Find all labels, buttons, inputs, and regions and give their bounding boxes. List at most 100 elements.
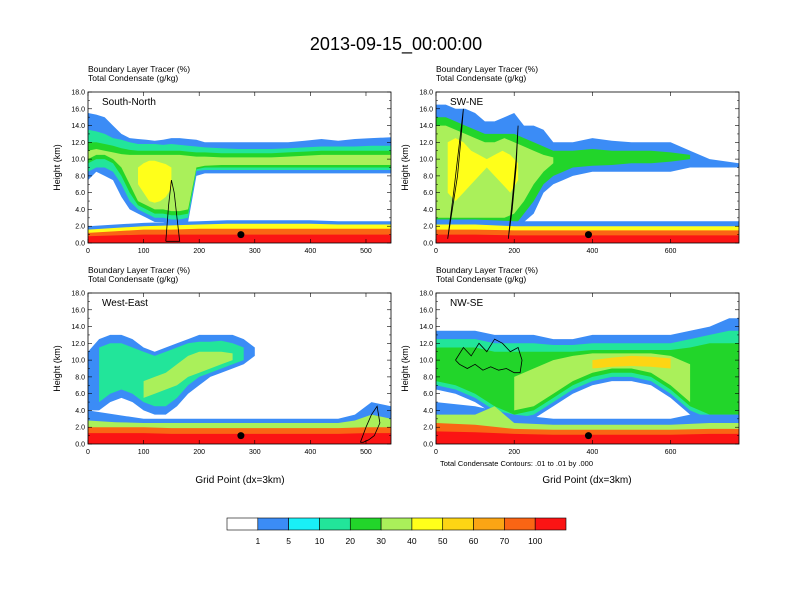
y-tick-label: 14.0: [419, 123, 433, 130]
colorbar-label: 60: [469, 536, 479, 546]
tracer-band-40: [447, 138, 519, 202]
colorbar-swatch: [473, 517, 505, 531]
colorbar-swatch: [257, 517, 289, 531]
colorbar-swatch: [534, 517, 567, 531]
y-tick-label: 16.0: [71, 106, 85, 113]
y-tick-label: 16.0: [419, 307, 433, 314]
colorbar-swatch: [319, 517, 351, 531]
panel-sw-ne: 0.0 2.0 4.0 6.0 8.0 10.0 12.0 14.0 16.0 18.0 0 200 4…: [400, 64, 740, 255]
panel-name: West-East: [102, 298, 148, 309]
y-tick-label: 0.0: [423, 241, 433, 248]
y-tick-label: 10.0: [71, 358, 85, 365]
y-tick-label: 12.0: [419, 140, 433, 147]
y-tick-label: 6.0: [423, 190, 433, 197]
header-condensate: Total Condensate (g/kg): [436, 73, 526, 83]
y-tick-label: 10.0: [71, 157, 85, 164]
y-tick-label: 16.0: [419, 106, 433, 113]
x-tick-label: 500: [360, 449, 372, 456]
y-axis-label: Height (km): [52, 144, 62, 191]
y-tick-label: 14.0: [419, 324, 433, 331]
x-tick-label: 400: [305, 449, 317, 456]
y-tick-label: 18.0: [419, 90, 433, 97]
panel-south-north: 0.0 2.0 4.0 6.0 8.0 10.0 12.0 14.0 16.0 18.0 0 100 2…: [52, 64, 392, 255]
x-tick-label: 0: [434, 449, 438, 456]
panel-name: South-North: [102, 97, 156, 108]
y-tick-label: 14.0: [71, 123, 85, 130]
colorbar-swatch: [349, 517, 382, 531]
y-tick-label: 4.0: [75, 408, 85, 415]
y-tick-label: 18.0: [71, 291, 85, 298]
colorbar-label: 1: [255, 536, 260, 546]
y-tick-label: 10.0: [419, 358, 433, 365]
y-tick-label: 10.0: [419, 157, 433, 164]
y-tick-label: 2.0: [75, 224, 85, 231]
y-tick-label: 0.0: [75, 241, 85, 248]
colorbar-swatch: [504, 517, 536, 531]
location-marker-dot: [237, 432, 245, 440]
tracer-band-100: [436, 234, 739, 243]
colorbar-swatch: [288, 517, 320, 531]
panel-name: NW-SE: [450, 298, 483, 309]
colorbar-label: 5: [286, 536, 291, 546]
tracer-band-30: [143, 351, 233, 398]
y-tick-label: 14.0: [71, 324, 85, 331]
condensate-contour-line: [507, 125, 519, 239]
y-tick-label: 4.0: [423, 408, 433, 415]
x-tick-label: 100: [138, 449, 150, 456]
x-tick-label: 400: [587, 248, 599, 255]
header-condensate: Total Condensate (g/kg): [436, 274, 526, 284]
x-tick-label: 500: [360, 248, 372, 255]
y-axis-label: Height (km): [52, 345, 62, 392]
colorbar-swatch: [411, 517, 444, 531]
y-tick-label: 16.0: [71, 307, 85, 314]
tracer-band-40: [138, 160, 172, 203]
y-axis-label: Height (km): [400, 144, 410, 191]
colorbar-label: 100: [528, 536, 542, 546]
y-tick-label: 6.0: [75, 190, 85, 197]
header-tracer: Boundary Layer Tracer (%): [436, 265, 538, 275]
filled-contours: [88, 334, 391, 444]
x-tick-label: 100: [138, 248, 150, 255]
panel-west-east: 0.0 2.0 4.0 6.0 8.0 10.0 12.0 14.0 16.0 18.0 0 100 2…: [52, 265, 392, 456]
y-tick-label: 2.0: [75, 425, 85, 432]
figure-title: 2013-09-15_00:00:00: [310, 34, 482, 55]
y-tick-label: 6.0: [423, 391, 433, 398]
header-tracer: Boundary Layer Tracer (%): [88, 265, 190, 275]
y-tick-label: 0.0: [423, 442, 433, 449]
y-tick-label: 8.0: [75, 374, 85, 381]
y-tick-label: 2.0: [423, 425, 433, 432]
x-tick-label: 300: [249, 248, 261, 255]
colorbar-label: 50: [438, 536, 448, 546]
y-tick-label: 0.0: [75, 442, 85, 449]
x-tick-label: 0: [86, 248, 90, 255]
x-tick-label: 0: [86, 449, 90, 456]
x-tick-label: 400: [587, 449, 599, 456]
y-tick-label: 8.0: [75, 173, 85, 180]
colorbar-label: 10: [315, 536, 325, 546]
x-axis-label-left: Grid Point (dx=3km): [195, 475, 284, 486]
y-tick-label: 8.0: [423, 173, 433, 180]
y-axis-label: Height (km): [400, 345, 410, 392]
x-tick-label: 600: [665, 449, 677, 456]
y-tick-label: 4.0: [423, 207, 433, 214]
y-tick-label: 12.0: [71, 341, 85, 348]
colorbar-label: 70: [500, 536, 510, 546]
tracer-band-100: [88, 234, 391, 243]
x-tick-label: 300: [249, 449, 261, 456]
header-condensate: Total Condensate (g/kg): [88, 274, 178, 284]
colorbar-swatch: [380, 517, 413, 531]
filled-contours: [436, 104, 739, 243]
x-tick-label: 200: [193, 449, 205, 456]
x-tick-label: 200: [508, 248, 520, 255]
header-condensate: Total Condensate (g/kg): [88, 73, 178, 83]
header-tracer: Boundary Layer Tracer (%): [88, 64, 190, 74]
filled-contours: [436, 318, 739, 444]
x-tick-label: 600: [665, 248, 677, 255]
header-tracer: Boundary Layer Tracer (%): [436, 64, 538, 74]
colorbar-swatch: [442, 517, 474, 531]
location-marker-dot: [584, 432, 592, 440]
contour-info-footnote: Total Condensate Contours: .01 to .01 by…: [440, 459, 593, 468]
condensate-contour-line: [165, 180, 181, 242]
x-tick-label: 0: [434, 248, 438, 255]
